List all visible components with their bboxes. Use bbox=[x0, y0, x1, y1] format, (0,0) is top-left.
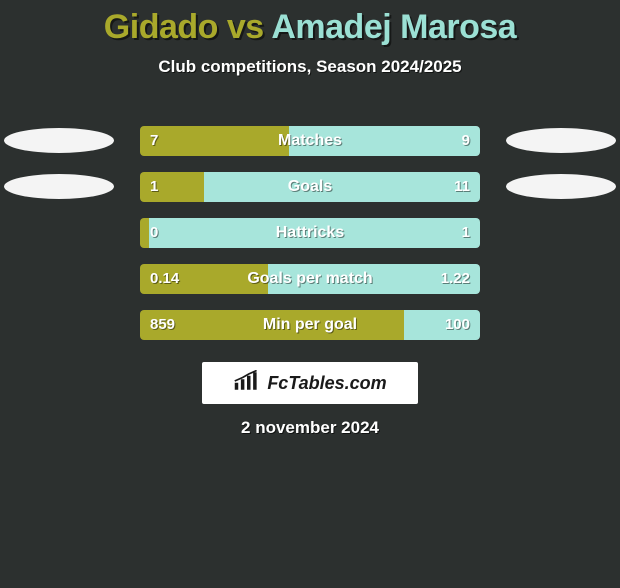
stat-value-right: 100 bbox=[435, 310, 480, 340]
stat-bar-right bbox=[204, 172, 480, 202]
stat-value-left: 1 bbox=[140, 172, 168, 202]
stat-bar: 0.141.22Goals per match bbox=[140, 264, 480, 294]
stat-value-right: 9 bbox=[452, 126, 480, 156]
stat-bar: 79Matches bbox=[140, 126, 480, 156]
stat-row: 111Goals bbox=[0, 172, 620, 202]
title-right: Amadej Marosa bbox=[271, 8, 516, 46]
stat-bar: 859100Min per goal bbox=[140, 310, 480, 340]
player-avatar-right bbox=[506, 174, 616, 199]
stat-value-right: 1.22 bbox=[431, 264, 480, 294]
date-label: 2 november 2024 bbox=[0, 418, 620, 438]
stat-bar: 111Goals bbox=[140, 172, 480, 202]
brand-badge: FcTables.com bbox=[202, 362, 418, 404]
stat-value-left: 859 bbox=[140, 310, 185, 340]
stat-value-right: 11 bbox=[444, 172, 480, 202]
stat-row: 859100Min per goal bbox=[0, 310, 620, 340]
stat-bar-right bbox=[149, 218, 481, 248]
player-avatar-right bbox=[506, 128, 616, 153]
stat-row: 0.141.22Goals per match bbox=[0, 264, 620, 294]
stat-value-left: 7 bbox=[140, 126, 168, 156]
brand-text: FcTables.com bbox=[267, 373, 386, 394]
stat-value-left: 0 bbox=[140, 218, 168, 248]
page-title: Gidado vs Amadej Marosa bbox=[0, 8, 620, 47]
stat-value-left: 0.14 bbox=[140, 264, 189, 294]
title-mid: vs bbox=[218, 8, 271, 46]
player-avatar-left bbox=[4, 128, 114, 153]
comparison-chart: 79Matches111Goals01Hattricks0.141.22Goal… bbox=[0, 126, 620, 356]
subtitle: Club competitions, Season 2024/2025 bbox=[0, 57, 620, 77]
chart-icon bbox=[233, 370, 261, 397]
stat-value-right: 1 bbox=[452, 218, 480, 248]
stat-row: 79Matches bbox=[0, 126, 620, 156]
player-avatar-left bbox=[4, 174, 114, 199]
stat-bar: 01Hattricks bbox=[140, 218, 480, 248]
stat-row: 01Hattricks bbox=[0, 218, 620, 248]
title-left: Gidado bbox=[104, 8, 218, 46]
